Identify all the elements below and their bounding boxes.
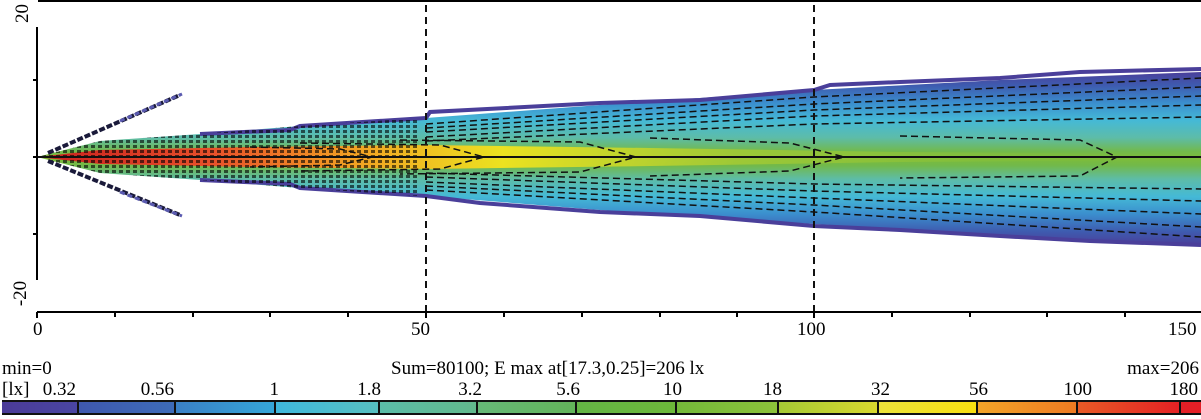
max-value-label: max=206 xyxy=(1127,358,1199,379)
colorbar-segment xyxy=(478,402,577,413)
colorbar-label: 56 xyxy=(969,379,988,400)
colorbar-label: 5.6 xyxy=(556,379,580,400)
x-tick-label-50: 50 xyxy=(411,319,430,340)
colorbar-label: 0.56 xyxy=(140,379,174,400)
min-value-label: min=0 xyxy=(2,358,52,379)
colorbar-segment xyxy=(879,402,978,413)
y-tick-label-20: 20 xyxy=(12,4,33,23)
colorbar-label: 180 xyxy=(1169,379,1199,400)
colorbar-segment xyxy=(1078,402,1181,413)
colorbar-label: 32 xyxy=(871,379,890,400)
y-tick-label-neg20: -20 xyxy=(10,280,32,307)
colorbar xyxy=(2,400,1201,415)
colorbar-segment xyxy=(1181,402,1201,413)
colorbar-segment xyxy=(978,402,1078,413)
illuminance-plot xyxy=(33,0,1201,318)
summary-label: Sum=80100; E max at[17.3,0.25]=206 lx xyxy=(391,358,705,379)
colorbar-segment xyxy=(276,402,380,413)
colorbar-label: 100 xyxy=(1063,379,1093,400)
colorbar-segment xyxy=(79,402,176,413)
colorbar-segment xyxy=(176,402,276,413)
colorbar-segment xyxy=(577,402,677,413)
colorbar-label: 1 xyxy=(269,379,280,400)
colorbar-label: 1.8 xyxy=(357,379,381,400)
colorbar-label: 3.2 xyxy=(458,379,482,400)
x-axis xyxy=(36,311,1201,318)
colorbar-segment xyxy=(779,402,879,413)
x-tick-label-100: 100 xyxy=(797,319,826,340)
x-tick-label-0: 0 xyxy=(33,319,43,340)
colorbar-segment xyxy=(2,402,79,413)
y-axis xyxy=(33,0,1201,280)
colorbar-label: 10 xyxy=(663,379,682,400)
colorbar-segment xyxy=(380,402,478,413)
colorbar-segment xyxy=(677,402,779,413)
x-tick-label-150: 150 xyxy=(1168,319,1197,340)
colorbar-label: 0.32 xyxy=(42,379,76,400)
colorbar-unit-label: [lx] xyxy=(2,379,30,400)
colorbar-label: 18 xyxy=(763,379,782,400)
